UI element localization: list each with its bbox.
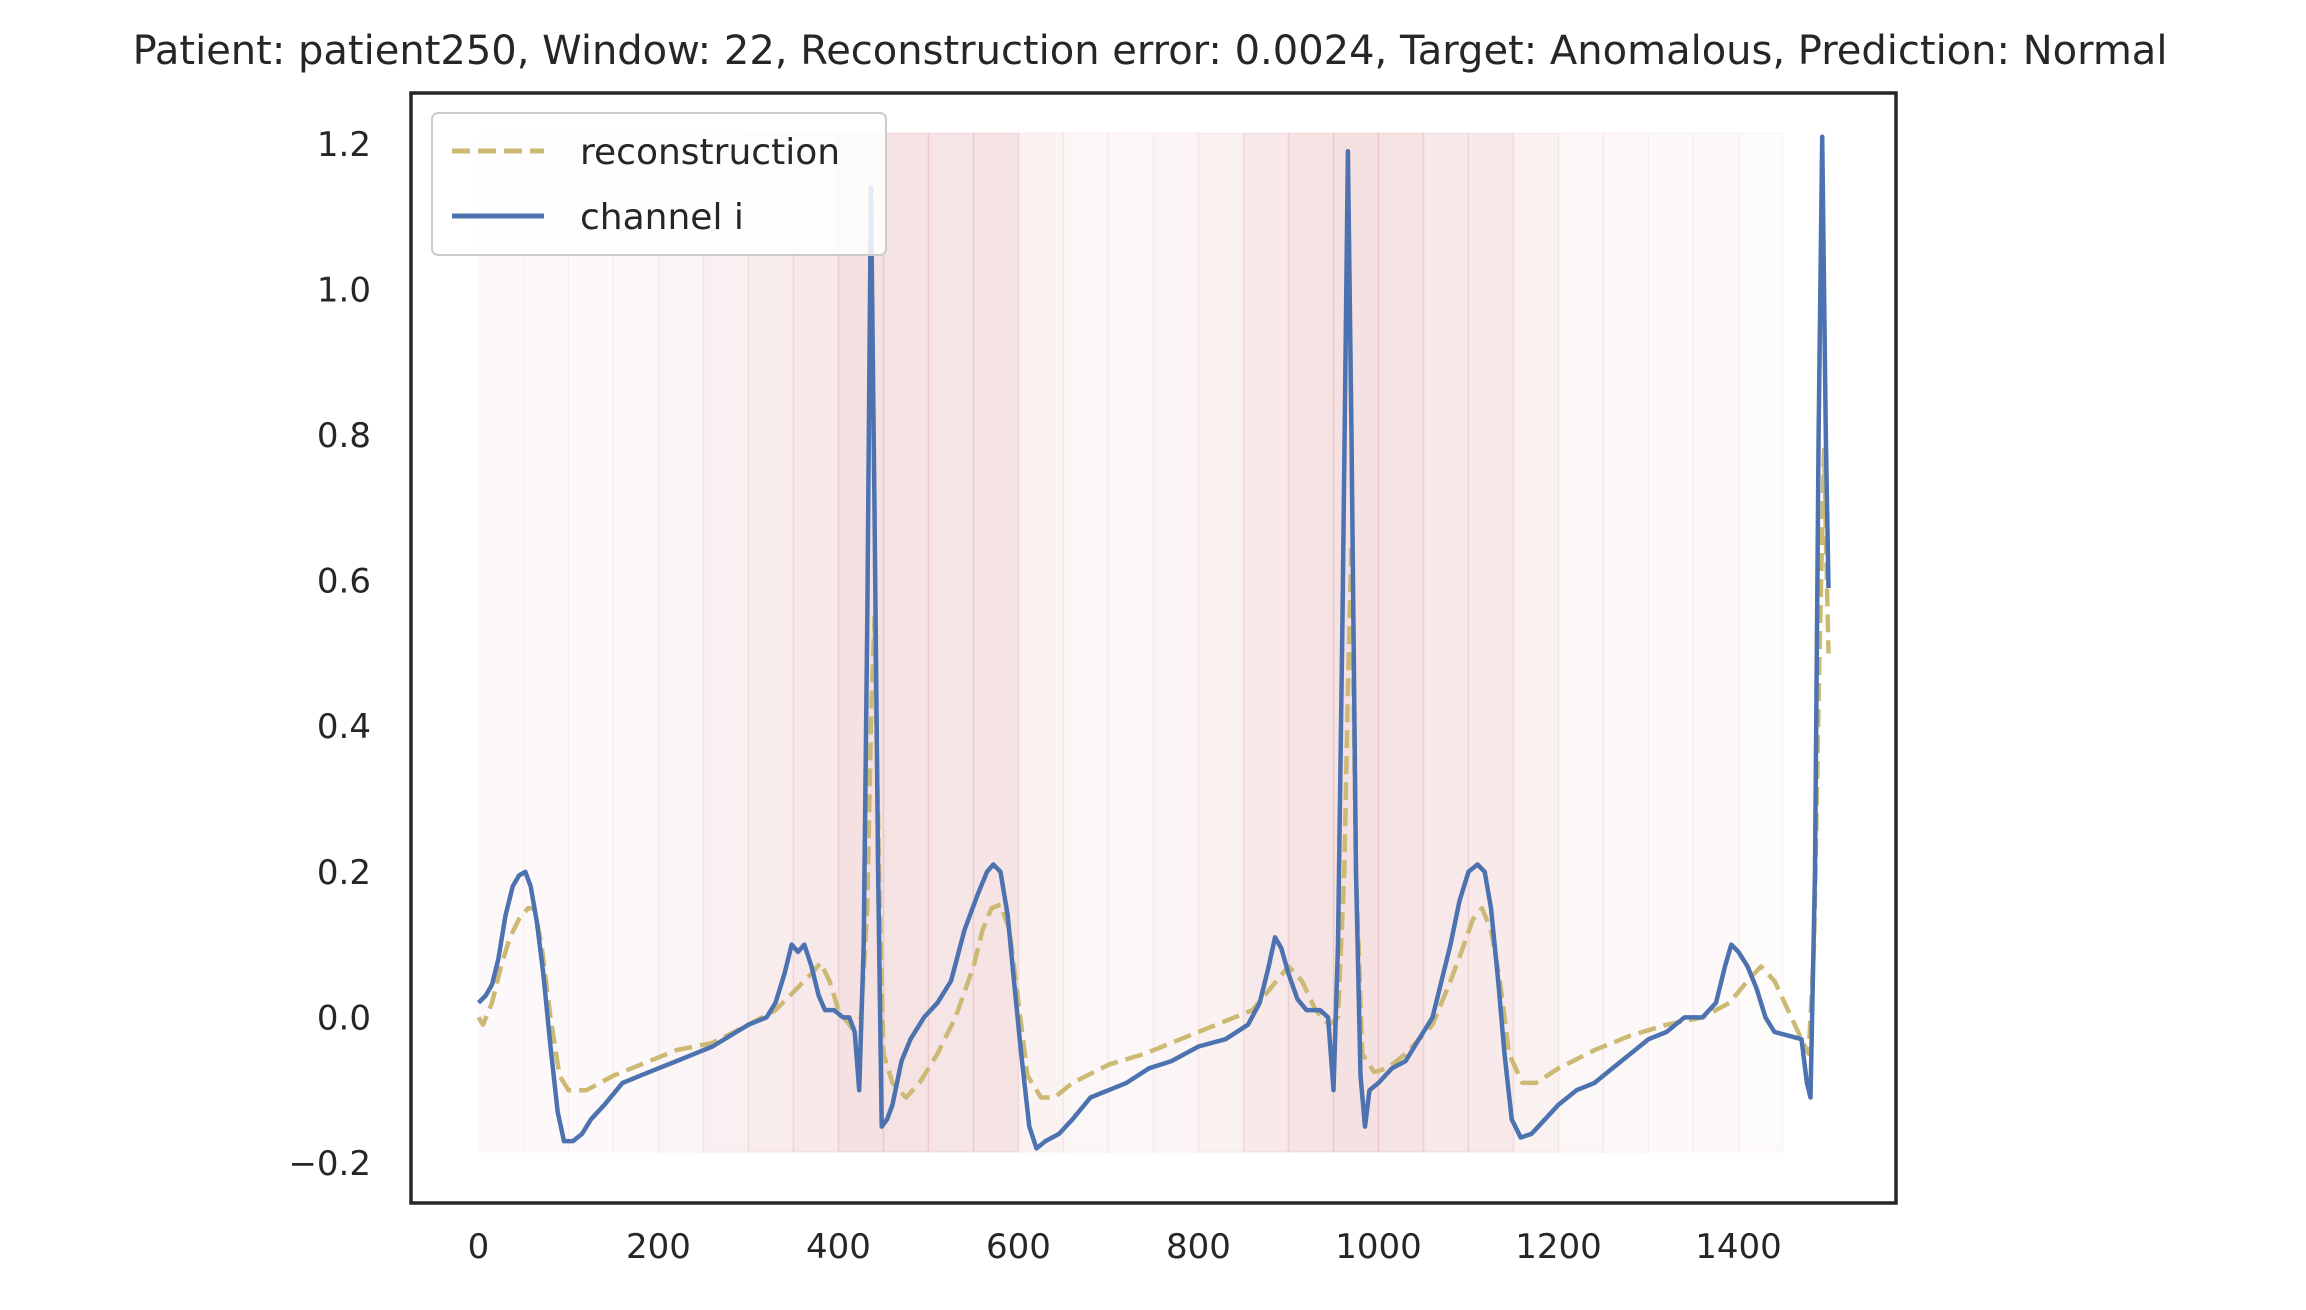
error-band-15 — [1152, 132, 1200, 1153]
error-band-24 — [1557, 132, 1605, 1153]
error-band-21 — [1422, 132, 1470, 1153]
error-band-25 — [1603, 133, 1649, 1153]
y-axis: −0.2 0.0 0.2 0.4 0.6 0.8 1.0 1.2 — [288, 125, 371, 1184]
error-band-13 — [1062, 132, 1110, 1153]
error-band-4 — [657, 132, 705, 1153]
x-tick-label: 1200 — [1515, 1227, 1602, 1267]
legend: reconstruction channel i — [431, 112, 887, 256]
error-band-16 — [1197, 132, 1245, 1153]
error-bands — [569, 132, 1694, 1153]
y-tick-label: 0.6 — [317, 562, 371, 602]
x-tick-label: 1000 — [1335, 1227, 1422, 1267]
error-band-10 — [927, 132, 975, 1153]
x-axis: 0 200 400 600 800 1000 1200 1400 — [468, 1227, 1782, 1267]
y-tick-label: 1.0 — [317, 271, 371, 311]
x-tick-label: 800 — [1166, 1227, 1231, 1267]
error-band-2 — [569, 133, 614, 1152]
error-band-7 — [792, 132, 840, 1153]
error-band-18 — [1287, 132, 1335, 1153]
error-band-14 — [1108, 133, 1154, 1153]
series-line-reconstruction — [476, 447, 1831, 1100]
x-tick-label: 1400 — [1695, 1227, 1782, 1267]
y-tick-label: 1.2 — [317, 125, 371, 165]
y-tick-label: −0.2 — [288, 1144, 371, 1184]
error-band-23 — [1512, 132, 1560, 1153]
error-band-6 — [747, 132, 795, 1153]
y-tick-label: 0.0 — [317, 998, 371, 1038]
x-tick-label: 0 — [468, 1227, 490, 1267]
y-tick-label: 0.4 — [317, 707, 371, 747]
x-tick-label: 600 — [986, 1227, 1051, 1267]
series-lines — [476, 134, 1831, 1151]
legend-reconstruction-label: reconstruction — [580, 132, 840, 173]
chart-title: Patient: patient250, Window: 22, Reconst… — [133, 28, 2168, 74]
y-tick-label: 0.8 — [317, 416, 371, 456]
y-tick-label: 0.2 — [317, 853, 371, 893]
error-band-20 — [1377, 132, 1425, 1153]
legend-channel-i-label: channel i — [580, 197, 744, 238]
error-band-12 — [1017, 132, 1065, 1153]
error-band-5 — [702, 132, 750, 1153]
error-band-11 — [972, 132, 1020, 1153]
series-line-channel-i — [476, 134, 1831, 1151]
error-band-9 — [882, 132, 930, 1153]
error-band-26 — [1649, 133, 1694, 1152]
error-band-22 — [1467, 132, 1515, 1153]
error-band-3 — [614, 133, 659, 1152]
x-tick-label: 400 — [806, 1227, 871, 1267]
x-tick-label: 200 — [626, 1227, 691, 1267]
legend-box — [431, 112, 887, 256]
error-band-17 — [1242, 132, 1290, 1153]
plot-frame — [409, 91, 1898, 1205]
